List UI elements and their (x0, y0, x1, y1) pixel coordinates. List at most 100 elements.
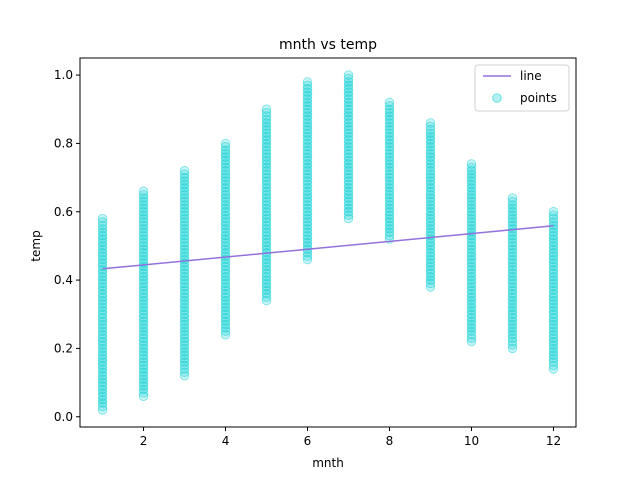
data-point (97, 227, 108, 237)
data-point (138, 254, 149, 265)
data-point (220, 278, 231, 289)
data-point (343, 172, 354, 183)
data-point (179, 207, 190, 217)
data-point (384, 142, 395, 152)
data-point (97, 248, 108, 258)
data-point (302, 114, 313, 125)
data-point (466, 207, 477, 217)
x-tick-label: 12 (546, 434, 561, 448)
data-point (384, 227, 395, 237)
data-point (179, 360, 190, 371)
data-point (466, 200, 477, 210)
data-point (220, 292, 231, 302)
data-point (425, 189, 436, 200)
data-point (220, 237, 231, 248)
data-point (343, 210, 354, 220)
data-point (138, 220, 149, 231)
data-point (138, 203, 149, 214)
data-point (302, 179, 313, 190)
data-point (507, 237, 518, 248)
data-point (425, 248, 436, 258)
data-point (261, 227, 272, 237)
data-point (138, 289, 149, 299)
data-point (261, 138, 272, 149)
data-point (425, 271, 436, 282)
data-point (138, 388, 149, 398)
data-point (97, 241, 108, 251)
data-point (384, 111, 395, 121)
points-month-8 (384, 97, 395, 244)
data-point (220, 289, 231, 299)
y-axis-label: temp (29, 230, 43, 261)
data-point (343, 90, 354, 101)
data-point (343, 145, 354, 155)
data-point (507, 275, 518, 285)
data-point (302, 97, 313, 108)
data-point (261, 196, 272, 207)
data-point (466, 220, 477, 231)
points-month-6 (302, 77, 313, 265)
data-point (220, 162, 231, 173)
data-point (507, 217, 518, 227)
data-point (302, 148, 313, 159)
data-point (179, 241, 190, 251)
data-point (343, 183, 354, 193)
data-point (507, 295, 518, 306)
data-point (261, 234, 272, 244)
data-point (384, 155, 395, 166)
data-point (261, 207, 272, 217)
data-point (261, 107, 272, 118)
data-point (384, 148, 395, 159)
data-point (261, 114, 272, 125)
data-point (302, 193, 313, 203)
data-point (466, 299, 477, 309)
data-point (97, 364, 108, 374)
data-point (220, 166, 231, 176)
data-point (425, 176, 436, 186)
data-point (261, 111, 272, 121)
data-point (179, 319, 190, 330)
data-point (97, 347, 108, 357)
data-point (466, 169, 477, 179)
data-point (425, 251, 436, 261)
data-point (138, 364, 149, 374)
data-point (384, 152, 395, 162)
data-point (97, 299, 108, 309)
data-point (507, 203, 518, 214)
data-point (548, 271, 559, 282)
data-point (384, 114, 395, 125)
data-point (425, 145, 436, 155)
data-point (466, 278, 477, 289)
data-point (261, 210, 272, 220)
data-point (466, 319, 477, 330)
data-point (343, 196, 354, 207)
data-point (179, 347, 190, 357)
data-point (97, 340, 108, 350)
data-point (261, 213, 272, 224)
data-point (138, 189, 149, 200)
data-point (466, 312, 477, 323)
data-point (97, 316, 108, 326)
data-point (261, 292, 272, 302)
data-point (384, 196, 395, 207)
data-point (302, 183, 313, 193)
data-point (343, 107, 354, 118)
points-month-9 (425, 118, 436, 292)
data-point (548, 306, 559, 316)
data-point (384, 203, 395, 214)
data-point (507, 193, 518, 203)
data-point (425, 186, 436, 196)
data-point (97, 275, 108, 285)
data-point (425, 152, 436, 162)
data-point (302, 217, 313, 227)
data-point (220, 268, 231, 278)
data-point (220, 145, 231, 155)
data-point (97, 384, 108, 395)
y-tick-label: 0.2 (54, 341, 73, 355)
data-point (302, 128, 313, 138)
data-point (548, 333, 559, 343)
data-point (343, 166, 354, 176)
data-point (343, 176, 354, 186)
data-point (97, 258, 108, 268)
data-point (97, 234, 108, 244)
